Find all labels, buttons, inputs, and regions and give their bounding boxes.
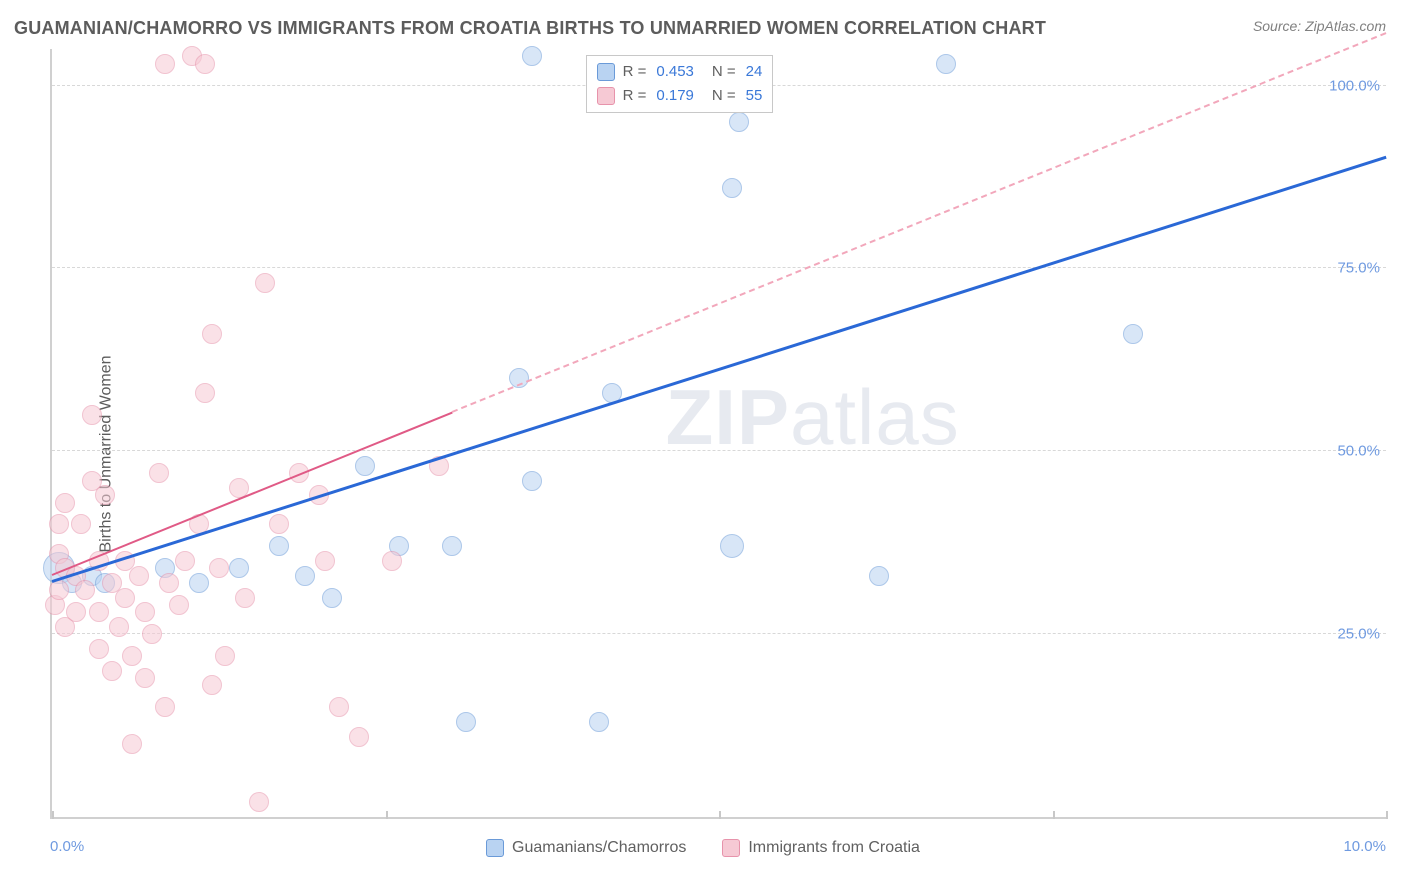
y-tick-label: 100.0% <box>1329 77 1380 94</box>
scatter-point <box>269 514 289 534</box>
scatter-point <box>1123 324 1143 344</box>
y-tick-label: 25.0% <box>1337 626 1380 643</box>
scatter-point <box>269 536 289 556</box>
scatter-point <box>209 558 229 578</box>
scatter-point <box>175 551 195 571</box>
scatter-point <box>135 668 155 688</box>
scatter-point <box>202 675 222 695</box>
scatter-point <box>49 580 69 600</box>
scatter-point <box>936 54 956 74</box>
plot-area: ZIPatlas 25.0% 50.0% 75.0% 100.0% R = 0.453 N … <box>50 49 1386 819</box>
scatter-point <box>122 646 142 666</box>
scatter-point <box>122 734 142 754</box>
scatter-point <box>169 595 189 615</box>
scatter-point <box>729 112 749 132</box>
scatter-point <box>195 54 215 74</box>
trend-line <box>52 156 1387 583</box>
scatter-point <box>355 456 375 476</box>
chart-container: Births to Unmarried Women ZIPatlas 25.0%… <box>0 39 1406 869</box>
scatter-point <box>295 566 315 586</box>
scatter-point <box>82 405 102 425</box>
scatter-point <box>720 534 744 558</box>
x-tick <box>1053 811 1055 819</box>
stat-r-value: 0.453 <box>656 60 694 84</box>
watermark: ZIPatlas <box>666 372 960 463</box>
chart-title: GUAMANIAN/CHAMORRO VS IMMIGRANTS FROM CR… <box>14 18 1046 39</box>
legend-swatch <box>597 87 615 105</box>
stats-row: R = 0.179 N = 55 <box>597 84 763 108</box>
scatter-point <box>322 588 342 608</box>
gridline <box>52 267 1386 268</box>
stats-legend: R = 0.453 N = 24 R = 0.179 N = 55 <box>586 55 774 113</box>
series-legend-item: Immigrants from Croatia <box>722 839 920 857</box>
stat-r-label: R = <box>623 84 647 108</box>
scatter-point <box>66 602 86 622</box>
scatter-point <box>215 646 235 666</box>
x-tick <box>52 811 54 819</box>
scatter-point <box>129 566 149 586</box>
x-tick <box>719 811 721 819</box>
y-tick-label: 50.0% <box>1337 443 1380 460</box>
scatter-point <box>95 485 115 505</box>
scatter-point <box>89 602 109 622</box>
series-name: Immigrants from Croatia <box>748 839 920 857</box>
scatter-point <box>382 551 402 571</box>
scatter-point <box>329 697 349 717</box>
y-tick-label: 75.0% <box>1337 260 1380 277</box>
gridline <box>52 450 1386 451</box>
scatter-point <box>869 566 889 586</box>
scatter-point <box>722 178 742 198</box>
scatter-point <box>249 792 269 812</box>
x-tick <box>386 811 388 819</box>
stat-n-label: N = <box>712 60 736 84</box>
series-legend-item: Guamanians/Chamorros <box>486 839 686 857</box>
x-tick <box>1386 811 1388 819</box>
stats-row: R = 0.453 N = 24 <box>597 60 763 84</box>
scatter-point <box>75 580 95 600</box>
scatter-point <box>522 471 542 491</box>
scatter-point <box>159 573 179 593</box>
scatter-point <box>135 602 155 622</box>
legend-swatch <box>597 63 615 81</box>
series-name: Guamanians/Chamorros <box>512 839 686 857</box>
scatter-point <box>49 514 69 534</box>
legend-swatch <box>722 839 740 857</box>
scatter-point <box>522 46 542 66</box>
scatter-point <box>89 639 109 659</box>
scatter-point <box>102 661 122 681</box>
scatter-point <box>456 712 476 732</box>
scatter-point <box>109 617 129 637</box>
stat-n-value: 24 <box>746 60 763 84</box>
scatter-point <box>349 727 369 747</box>
scatter-point <box>202 324 222 344</box>
scatter-point <box>149 463 169 483</box>
stat-r-value: 0.179 <box>656 84 694 108</box>
legend-swatch <box>486 839 504 857</box>
gridline <box>52 633 1386 634</box>
stat-r-label: R = <box>623 60 647 84</box>
scatter-point <box>155 697 175 717</box>
scatter-point <box>195 383 215 403</box>
scatter-point <box>142 624 162 644</box>
stat-n-value: 55 <box>746 84 763 108</box>
scatter-point <box>235 588 255 608</box>
series-legend: Guamanians/Chamorros Immigrants from Croa… <box>0 839 1406 857</box>
scatter-point <box>71 514 91 534</box>
scatter-point <box>255 273 275 293</box>
scatter-point <box>442 536 462 556</box>
scatter-point <box>55 493 75 513</box>
stat-n-label: N = <box>712 84 736 108</box>
scatter-point <box>589 712 609 732</box>
scatter-point <box>189 573 209 593</box>
scatter-point <box>229 558 249 578</box>
source-attribution: Source: ZipAtlas.com <box>1253 18 1386 34</box>
scatter-point <box>115 588 135 608</box>
scatter-point <box>155 54 175 74</box>
scatter-point <box>315 551 335 571</box>
